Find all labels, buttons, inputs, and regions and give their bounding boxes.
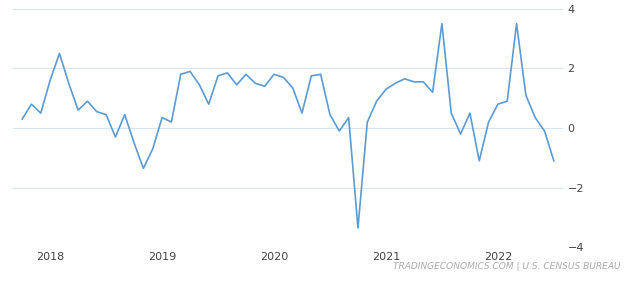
Text: TRADINGECONOMICS.COM | U.S. CENSUS BUREAU: TRADINGECONOMICS.COM | U.S. CENSUS BUREA… xyxy=(393,262,621,271)
